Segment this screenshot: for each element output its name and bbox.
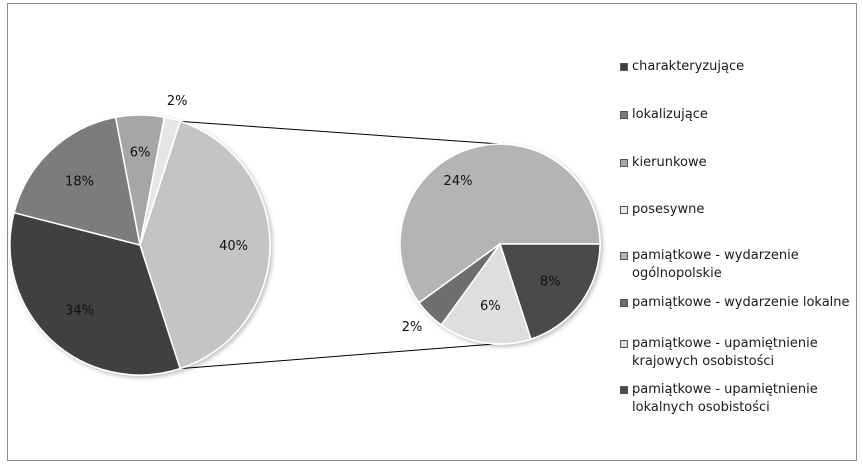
secondary-pie-label-pamiatkowe-upamietnienie-krajowych-osobistosci: 6% [480,299,501,314]
legend-item-charakteryzujace: charakteryzujące [620,58,850,76]
legend-swatch [620,386,628,394]
legend-item-pamiatkowe-upamietnienie-lokalnych-osobistosci: pamiątkowe - upamiętnienie lokalnych oso… [620,381,850,417]
connector-lines [180,120,521,370]
secondary-pie-label-pamiatkowe-upamietnienie-lokalnych-osobistosci: 8% [540,274,561,289]
main-pie-label-kierunkowe: 6% [130,145,151,160]
connector-line-top [180,120,501,145]
main-pie-label-lokalizujace: 18% [65,175,94,190]
main-pie-slice-posesywne [139,116,182,246]
legend-item-pamiatkowe-wydarzenie-ogolnopolskie: pamiątkowe - wydarzenie ogólnopolskie [620,247,850,283]
legend-item-pamiatkowe-wydarzenie-lokalne: pamiątkowe - wydarzenie lokalne [620,294,850,312]
main-pie-label-posesywne: 2% [167,94,188,109]
secondary-pie-label-pamiatkowe-wydarzenie-lokalne: 2% [402,320,423,335]
main-pie-label-charakteryzujace: 34% [65,303,94,318]
legend-swatch [620,111,628,119]
main-pie-label-pamiatkowe-pie-of-pie: 40% [219,239,248,254]
legend-label: lokalizujące [632,107,708,122]
main-pie-slice-pamiatkowe-pie-of-pie [139,120,271,370]
legend-swatch [620,159,628,167]
legend-label: pamiątkowe - wydarzenie ogólnopolskie [632,248,799,281]
legend-swatch [620,63,628,71]
secondary-pie-slice-pamiatkowe-upamietnienie-lokalnych-osobistosci [498,243,601,341]
legend-item-kierunkowe: kierunkowe [620,154,850,172]
legend-label: charakteryzujące [632,59,745,74]
main-pie [9,114,271,376]
legend-label: kierunkowe [632,155,707,170]
legend-swatch [620,299,628,307]
legend-swatch [620,252,628,260]
secondary-pie-slice-pamiatkowe-wydarzenie-ogolnopolskie [399,143,601,304]
connector-line-bottom [180,341,521,370]
legend-label: pamiątkowe - upamiętnienie lokalnych oso… [632,382,818,415]
legend-item-lokalizujace: lokalizujące [620,106,850,124]
legend-item-pamiatkowe-upamietnienie-krajowych-osobistosci: pamiątkowe - upamiętnienie krajowych oso… [620,335,850,371]
data-labels: 40% 34% 18% 6% 2% 24% 8% 6% 2% [65,94,560,335]
legend-swatch [620,340,628,348]
main-pie-slice-charakteryzujace [9,211,182,376]
secondary-pie-slice-pamiatkowe-upamietnienie-krajowych-osobistosci [440,242,532,345]
legend-label: pamiątkowe - wydarzenie lokalne [632,295,850,310]
legend-label: posesywne [632,202,705,217]
legend-label: pamiątkowe - upamiętnienie krajowych oso… [632,336,818,369]
legend-item-posesywne: posesywne [620,201,850,219]
main-pie-slice-lokalizujace [13,116,141,247]
secondary-pie [399,143,601,345]
secondary-pie-slice-pamiatkowe-wydarzenie-lokalne [418,243,501,326]
secondary-pie-label-pamiatkowe-wydarzenie-ogolnopolskie: 24% [444,174,473,189]
legend-swatch [620,206,628,214]
